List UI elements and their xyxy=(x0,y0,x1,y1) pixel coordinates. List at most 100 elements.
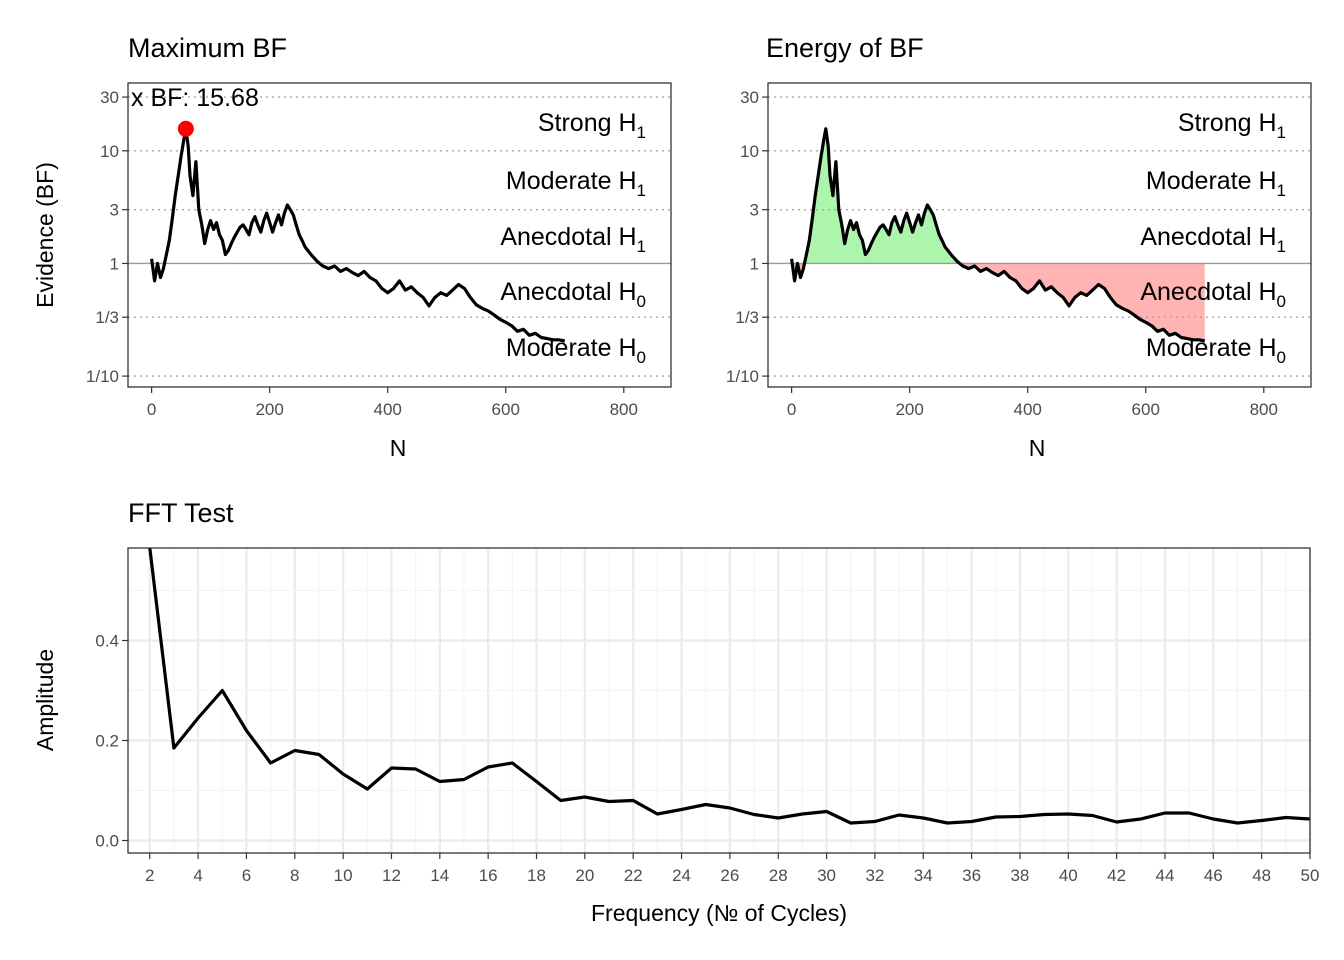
x-tick-label: 24 xyxy=(672,866,691,885)
x-tick-label: 28 xyxy=(769,866,788,885)
x-tick-label: 20 xyxy=(575,866,594,885)
x-tick-label: 22 xyxy=(624,866,643,885)
fft-y-axis-title: Amplitude xyxy=(32,649,58,751)
x-tick-label: 0 xyxy=(787,400,796,419)
y-tick-label: 3 xyxy=(750,201,759,220)
y-tick-label: 1/10 xyxy=(726,367,759,386)
bf-line xyxy=(150,127,566,343)
energy-above-area xyxy=(791,128,1205,264)
x-tick-label: 600 xyxy=(492,400,520,419)
band-label-subscript: 1 xyxy=(1277,181,1286,200)
y-tick-label: 0.2 xyxy=(95,732,119,751)
energy-bf-x-axis-title: N xyxy=(1029,435,1046,461)
band-label-subscript: 0 xyxy=(637,292,646,311)
band-label-subscript: 1 xyxy=(1277,237,1286,256)
x-tick-label: 400 xyxy=(374,400,402,419)
x-tick-label: 8 xyxy=(290,866,299,885)
band-label-subscript: 0 xyxy=(1277,348,1286,367)
x-tick-label: 4 xyxy=(193,866,202,885)
y-tick-label: 10 xyxy=(100,142,119,161)
x-tick-label: 34 xyxy=(914,866,933,885)
y-tick-label: 3 xyxy=(110,201,119,220)
max-bf-panel: Maximum BF x BF: 15.68 Strong H1Moderate… xyxy=(32,33,672,461)
y-tick-label: 1 xyxy=(110,254,119,273)
evidence-band-label: Moderate H1 xyxy=(506,167,646,200)
band-label-text: Anecdotal H xyxy=(1140,278,1276,306)
y-tick-label: 30 xyxy=(740,88,759,107)
x-tick-label: 38 xyxy=(1010,866,1029,885)
band-label-text: Strong H xyxy=(1178,109,1277,137)
band-label-subscript: 0 xyxy=(637,348,646,367)
x-tick-label: 14 xyxy=(430,866,449,885)
band-label-text: Moderate H xyxy=(506,334,637,362)
fft-panel-border xyxy=(127,547,1311,854)
max-bf-annotation: x BF: 15.68 xyxy=(131,84,259,112)
energy-bf-panel-border xyxy=(767,82,1312,388)
x-tick-label: 10 xyxy=(334,866,353,885)
bf-line xyxy=(790,127,1206,343)
band-label-subscript: 1 xyxy=(637,237,646,256)
y-tick-label: 10 xyxy=(740,142,759,161)
evidence-band-label: Moderate H0 xyxy=(506,334,646,367)
x-tick-label: 600 xyxy=(1132,400,1160,419)
x-tick-label: 30 xyxy=(817,866,836,885)
x-tick-label: 200 xyxy=(895,400,923,419)
evidence-band-label: Anecdotal H0 xyxy=(1140,278,1286,311)
band-label-subscript: 1 xyxy=(637,123,646,142)
band-label-subscript: 1 xyxy=(1277,123,1286,142)
evidence-band-label: Strong H1 xyxy=(538,109,646,142)
evidence-band-label: Moderate H0 xyxy=(1146,334,1286,367)
x-tick-label: 16 xyxy=(479,866,498,885)
evidence-band-label: Anecdotal H1 xyxy=(500,223,646,256)
x-tick-label: 18 xyxy=(527,866,546,885)
energy-below-area xyxy=(791,263,1205,341)
x-tick-label: 44 xyxy=(1156,866,1175,885)
x-tick-label: 40 xyxy=(1059,866,1078,885)
band-label-text: Anecdotal H xyxy=(500,223,636,251)
x-tick-label: 50 xyxy=(1301,866,1320,885)
energy-bf-title: Energy of BF xyxy=(766,33,924,63)
x-tick-label: 800 xyxy=(1250,400,1278,419)
band-label-text: Strong H xyxy=(538,109,637,137)
band-label-text: Moderate H xyxy=(1146,167,1277,195)
band-label-text: Moderate H xyxy=(1146,334,1277,362)
fft-amplitude-line xyxy=(148,547,1311,825)
fft-panel: FFT Test 2 4 6 8 10 12 14 16 18 20 22 24 26 28 30 32 34 3… xyxy=(32,498,1319,926)
band-label-subscript: 0 xyxy=(1277,292,1286,311)
band-label-text: Moderate H xyxy=(506,167,637,195)
evidence-band-label: Strong H1 xyxy=(1178,109,1286,142)
y-tick-label: 1/3 xyxy=(735,308,759,327)
x-tick-label: 6 xyxy=(242,866,251,885)
band-label-text: Anecdotal H xyxy=(500,278,636,306)
x-tick-label: 42 xyxy=(1107,866,1126,885)
x-tick-label: 46 xyxy=(1204,866,1223,885)
x-tick-label: 200 xyxy=(255,400,283,419)
x-tick-label: 2 xyxy=(145,866,154,885)
evidence-band-label: Moderate H1 xyxy=(1146,167,1286,200)
y-tick-label: 1 xyxy=(750,254,759,273)
evidence-band-label: Anecdotal H0 xyxy=(500,278,646,311)
x-tick-label: 26 xyxy=(720,866,739,885)
fft-title: FFT Test xyxy=(128,498,234,528)
max-bf-y-axis-title: Evidence (BF) xyxy=(32,162,58,308)
max-bf-panel-border xyxy=(127,82,672,388)
y-tick-label: 30 xyxy=(100,88,119,107)
max-bf-title: Maximum BF xyxy=(128,33,287,63)
max-bf-point xyxy=(177,120,194,137)
x-tick-label: 400 xyxy=(1014,400,1042,419)
y-tick-label: 0.4 xyxy=(95,632,119,651)
x-tick-label: 32 xyxy=(865,866,884,885)
max-bf-x-axis-title: N xyxy=(390,435,407,461)
fft-x-axis-title: Frequency (№ of Cycles) xyxy=(591,900,847,926)
y-tick-label: 1/3 xyxy=(95,308,119,327)
x-tick-label: 800 xyxy=(610,400,638,419)
y-tick-label: 0.0 xyxy=(95,832,119,851)
y-tick-label: 1/10 xyxy=(86,367,119,386)
x-tick-label: 12 xyxy=(382,866,401,885)
x-tick-label: 48 xyxy=(1252,866,1271,885)
x-tick-label: 0 xyxy=(147,400,156,419)
band-label-subscript: 1 xyxy=(637,181,646,200)
x-tick-label: 36 xyxy=(962,866,981,885)
